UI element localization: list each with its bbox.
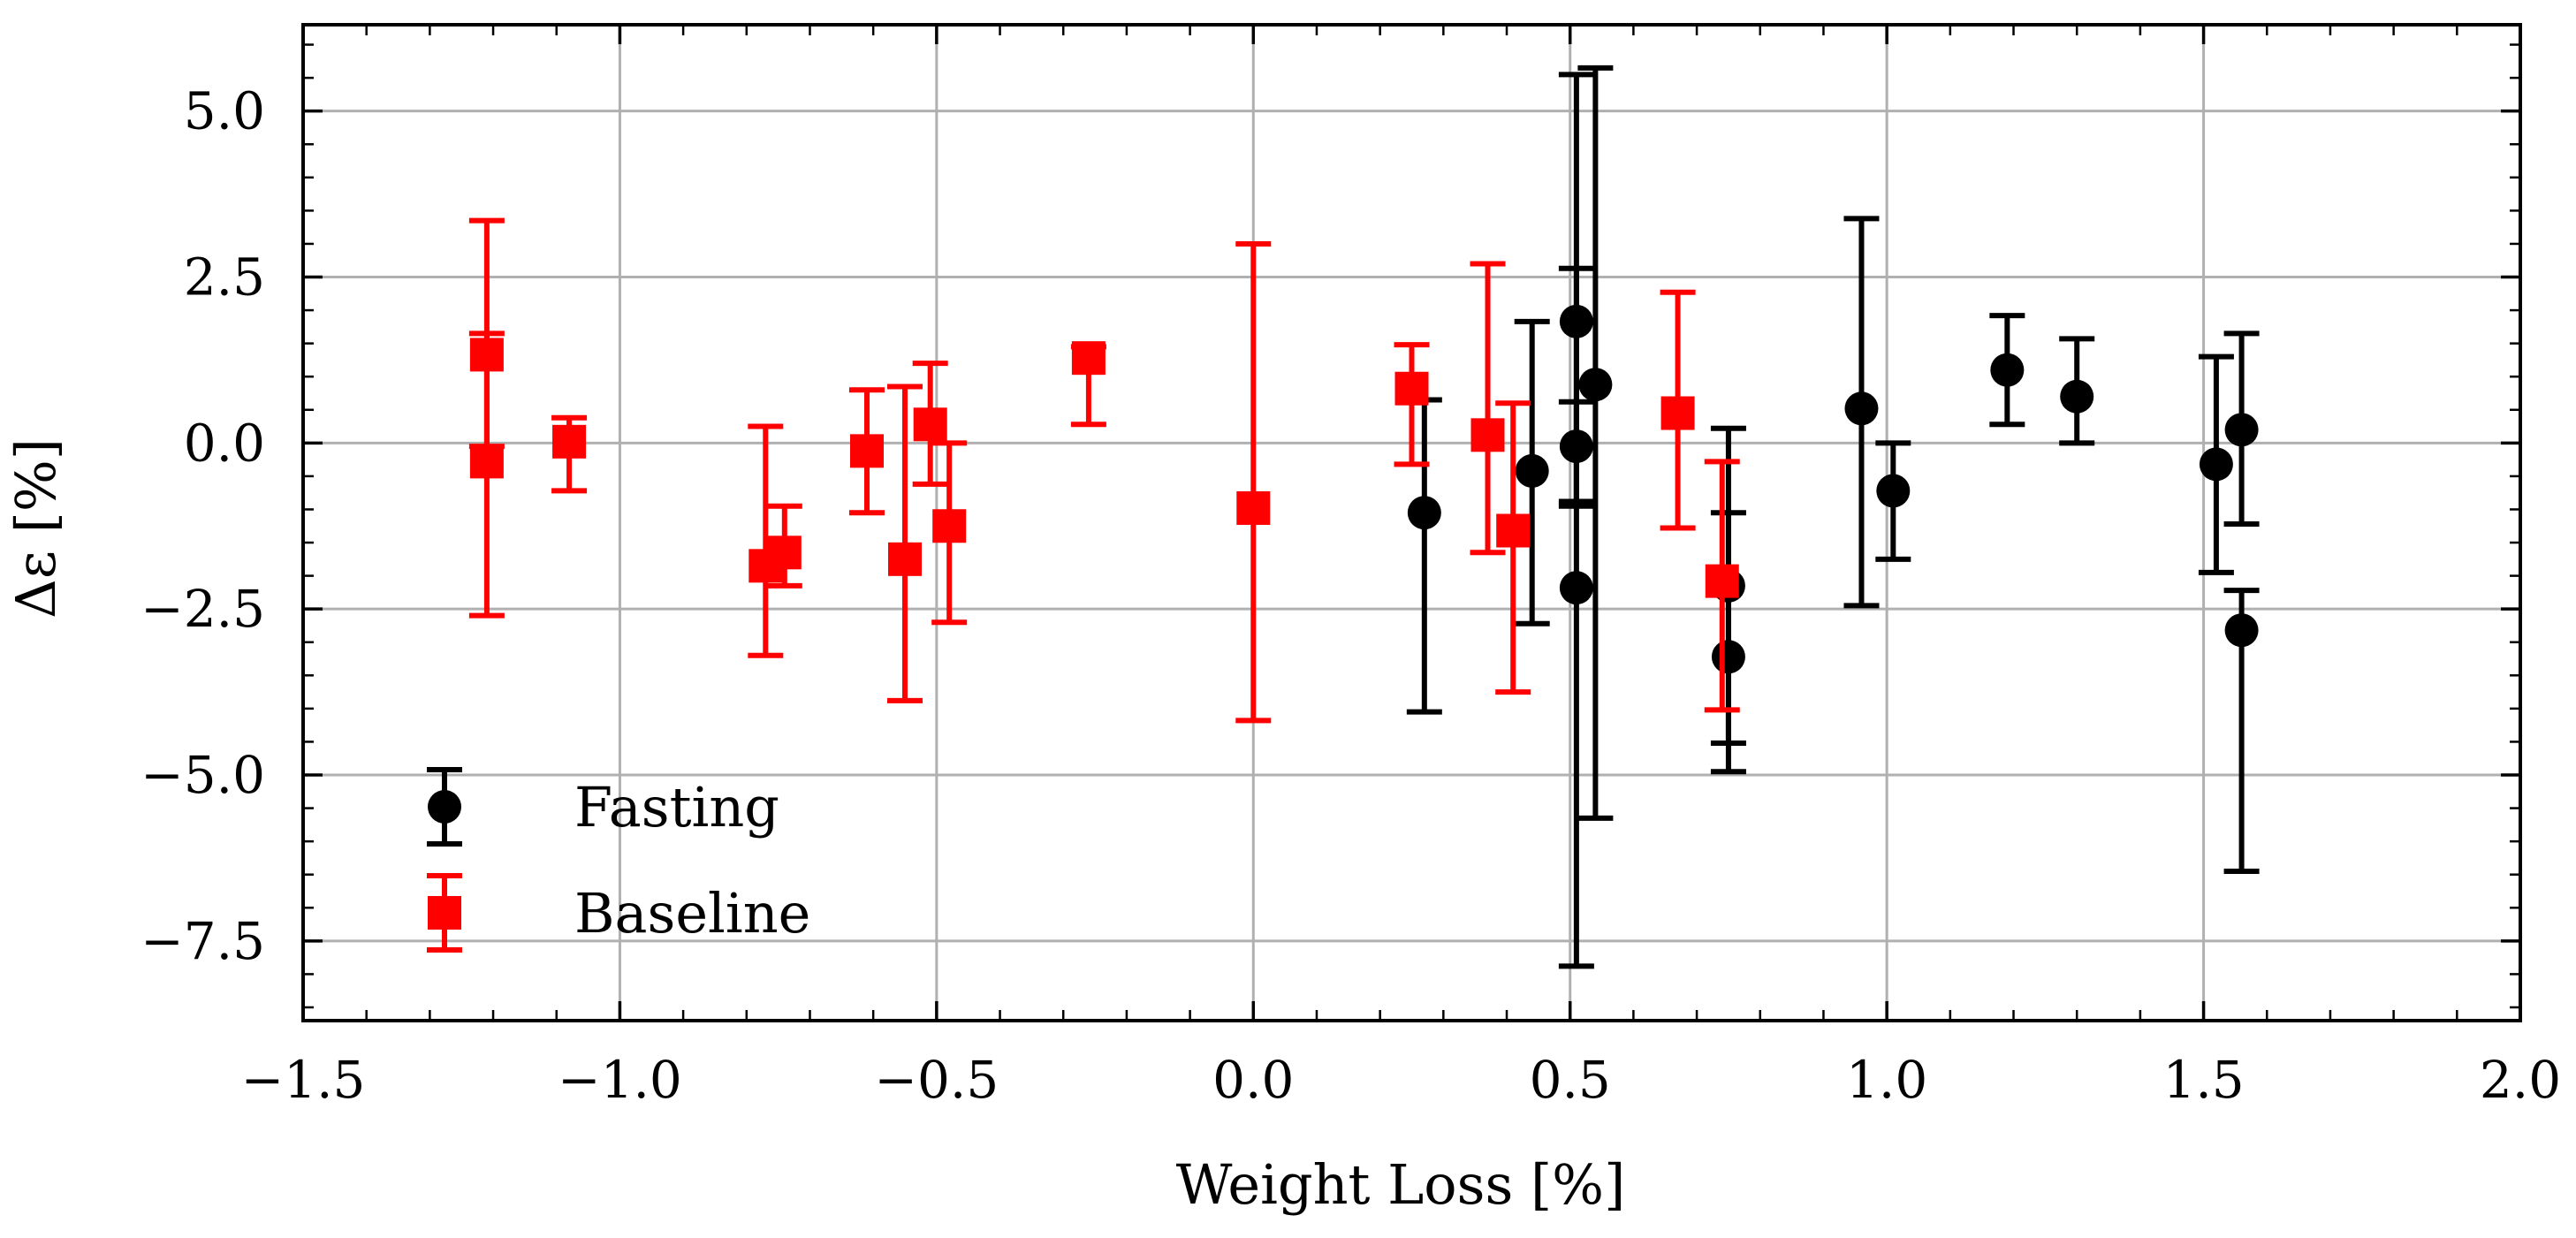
data-point [469, 444, 504, 479]
data-point [913, 407, 947, 442]
legend-marker [428, 790, 461, 824]
data-point [1660, 396, 1695, 430]
data-point [1496, 513, 1531, 548]
data-point [850, 434, 885, 468]
data-point [1515, 453, 1549, 488]
data-point [2060, 379, 2094, 414]
y-tick-label: 0.0 [184, 413, 265, 473]
y-tick-label: −7.5 [141, 911, 265, 971]
plot-frame [301, 23, 2522, 1022]
data-point [1876, 474, 1911, 508]
data-point [1578, 368, 1613, 402]
y-tick-label: −5.0 [141, 745, 265, 805]
data-point [932, 509, 967, 543]
x-tick-label: −0.5 [874, 1050, 999, 1110]
y-tick-label: 5.0 [184, 81, 265, 141]
data-point [1990, 353, 2025, 387]
data-point [767, 535, 802, 570]
data-point [1071, 341, 1106, 376]
x-tick-label: 1.0 [1846, 1050, 1927, 1110]
data-point [1236, 490, 1271, 525]
axes: −1.5 −1.0 −0.5 0.0 0.5 1.0 1.5 2.0 5.0 2.5 0.0 −2.5… [141, 23, 2561, 1110]
legend-entry-fasting: Fasting [427, 767, 779, 847]
data-point [1559, 571, 1593, 605]
data-point [1844, 391, 1879, 426]
data-series [468, 65, 2260, 969]
data-point [552, 424, 587, 459]
data-point [1407, 496, 1441, 530]
data-point [888, 542, 923, 576]
legend-label: Baseline [574, 881, 810, 946]
y-tick-label: 2.5 [184, 247, 265, 308]
data-point [2199, 447, 2233, 482]
data-point [1394, 371, 1429, 406]
data-point [1470, 418, 1505, 452]
data-point [1711, 640, 1745, 674]
series-fasting [1406, 65, 2260, 969]
x-tick-label: −1.5 [241, 1050, 366, 1110]
data-point [2224, 613, 2259, 648]
x-axis-label: Weight Loss [%] [1176, 1152, 1626, 1217]
x-tick-label: 2.0 [2480, 1050, 2561, 1110]
x-tick-label: −1.0 [558, 1050, 682, 1110]
y-tick-label: −2.5 [141, 579, 265, 639]
legend: Fasting Baseline [427, 767, 810, 953]
legend-entry-baseline: Baseline [427, 873, 810, 953]
x-tick-label: 0.0 [1212, 1050, 1294, 1110]
legend-label: Fasting [574, 775, 779, 839]
legend-marker [428, 896, 461, 930]
y-axis-label: Δε [%] [4, 438, 68, 619]
data-point [1705, 564, 1739, 598]
x-tick-label: 0.5 [1530, 1050, 1611, 1110]
series-baseline [468, 217, 1740, 724]
data-point [2224, 413, 2259, 447]
x-tick-label: 1.5 [2162, 1050, 2244, 1110]
